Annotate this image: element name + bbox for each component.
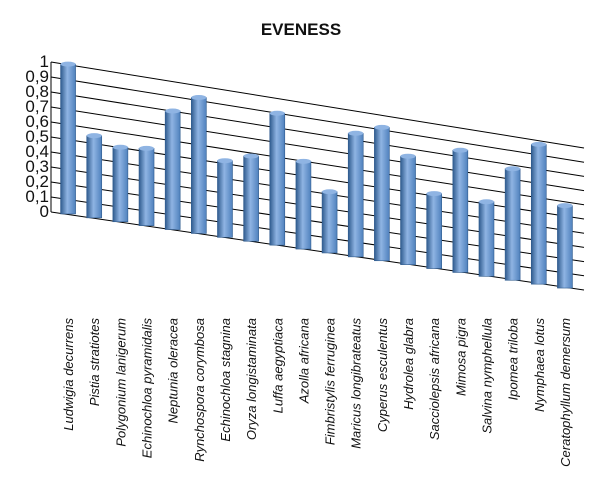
bar — [191, 95, 206, 233]
x-axis-labels: Ludwigia decurrens Pistia stratiotes Polyg… — [61, 318, 573, 467]
x-tick-label: Ipomea triloba — [506, 318, 521, 400]
bar-top — [270, 111, 285, 116]
bar-front — [505, 169, 520, 281]
y-axis-ticks: 00,10,20,30,40,50,60,70,80,91 — [25, 52, 49, 221]
x-tick-label: Echinochloa pyramidalis — [140, 318, 155, 459]
bar — [61, 62, 76, 214]
bar-top — [531, 142, 546, 147]
bar-top — [453, 148, 468, 153]
bar — [348, 131, 363, 257]
bar-front — [191, 97, 206, 233]
bars — [61, 62, 573, 288]
bar-top — [139, 146, 154, 151]
x-tick-label: Rynchospora corymbosa — [192, 318, 207, 462]
bar-front — [270, 113, 285, 245]
bar — [87, 133, 102, 218]
bar-top — [348, 131, 363, 136]
bar — [113, 145, 128, 222]
x-tick-label: Mimosa pigra — [453, 318, 468, 396]
x-tick-label: Sacciolepsis africana — [427, 318, 442, 440]
bar-top — [61, 62, 76, 67]
grid-line — [51, 197, 584, 276]
bar-front — [244, 156, 259, 241]
grid-lines — [51, 62, 584, 290]
grid-line — [51, 212, 584, 290]
bar-front — [61, 64, 76, 214]
bar-top — [401, 154, 416, 159]
bar — [531, 142, 546, 284]
x-tick-label: Neptunia oleracea — [166, 318, 181, 424]
bar-top — [87, 133, 102, 138]
bar-top — [557, 203, 572, 208]
x-tick-label: Fimbristylis ferruginea — [323, 318, 338, 445]
bar — [479, 199, 494, 276]
bar-top — [505, 166, 520, 171]
bar-top — [165, 108, 180, 113]
bar-front — [165, 111, 180, 230]
x-tick-label: Ceratophyllum demersum — [558, 318, 573, 467]
bar — [296, 159, 311, 249]
bar — [217, 158, 232, 237]
bar-front — [427, 194, 442, 269]
x-tick-label: Azolla africana — [296, 318, 311, 404]
bar — [244, 153, 259, 241]
bar-front — [374, 127, 389, 260]
bar-top — [427, 191, 442, 196]
bar — [401, 154, 416, 265]
bar — [139, 146, 154, 226]
bar — [427, 191, 442, 268]
x-tick-label: Maricus longibrateatus — [349, 318, 364, 449]
x-tick-label: Pistia stratiotes — [87, 318, 102, 407]
grid-line — [51, 182, 584, 262]
x-tick-label: Hydrolea glabra — [401, 318, 416, 410]
bar-top — [113, 145, 128, 150]
bar-front — [113, 147, 128, 222]
x-tick-label: Oryza longistaminata — [244, 318, 259, 440]
bar-top — [479, 199, 494, 204]
bar-front — [217, 161, 232, 238]
bar — [165, 108, 180, 229]
bar-top — [217, 158, 232, 163]
bar-front — [453, 150, 468, 272]
bar — [557, 203, 572, 288]
x-tick-label: Cyperus esculentus — [375, 318, 390, 433]
bar-front — [87, 136, 102, 218]
bar — [322, 189, 337, 253]
bar — [505, 166, 520, 280]
x-tick-label: Ludwigia decurrens — [61, 318, 76, 431]
bar-top — [296, 159, 311, 164]
bar-front — [322, 192, 337, 253]
bar-front — [557, 206, 572, 288]
bar-top — [322, 189, 337, 194]
bar — [453, 148, 468, 273]
bar-front — [139, 148, 154, 225]
bar-front — [479, 202, 494, 277]
bar — [270, 111, 285, 245]
x-tick-label: Luffa aegyptiaca — [270, 318, 285, 413]
bar-front — [531, 144, 546, 284]
bar-top — [374, 125, 389, 130]
x-tick-label: Polygonium lanigerum — [113, 318, 128, 447]
bar-top — [191, 95, 206, 100]
bar-top — [244, 153, 259, 158]
y-tick-label: 1 — [40, 52, 49, 71]
bar — [374, 125, 389, 261]
x-tick-label: Nymphaea lotus — [532, 318, 547, 412]
x-tick-label: Salvina nymphellula — [479, 318, 494, 434]
x-tick-label: Echinochloa stagnina — [218, 318, 233, 442]
bar-front — [296, 161, 311, 249]
bar-front — [348, 133, 363, 257]
bar-front — [401, 156, 416, 264]
